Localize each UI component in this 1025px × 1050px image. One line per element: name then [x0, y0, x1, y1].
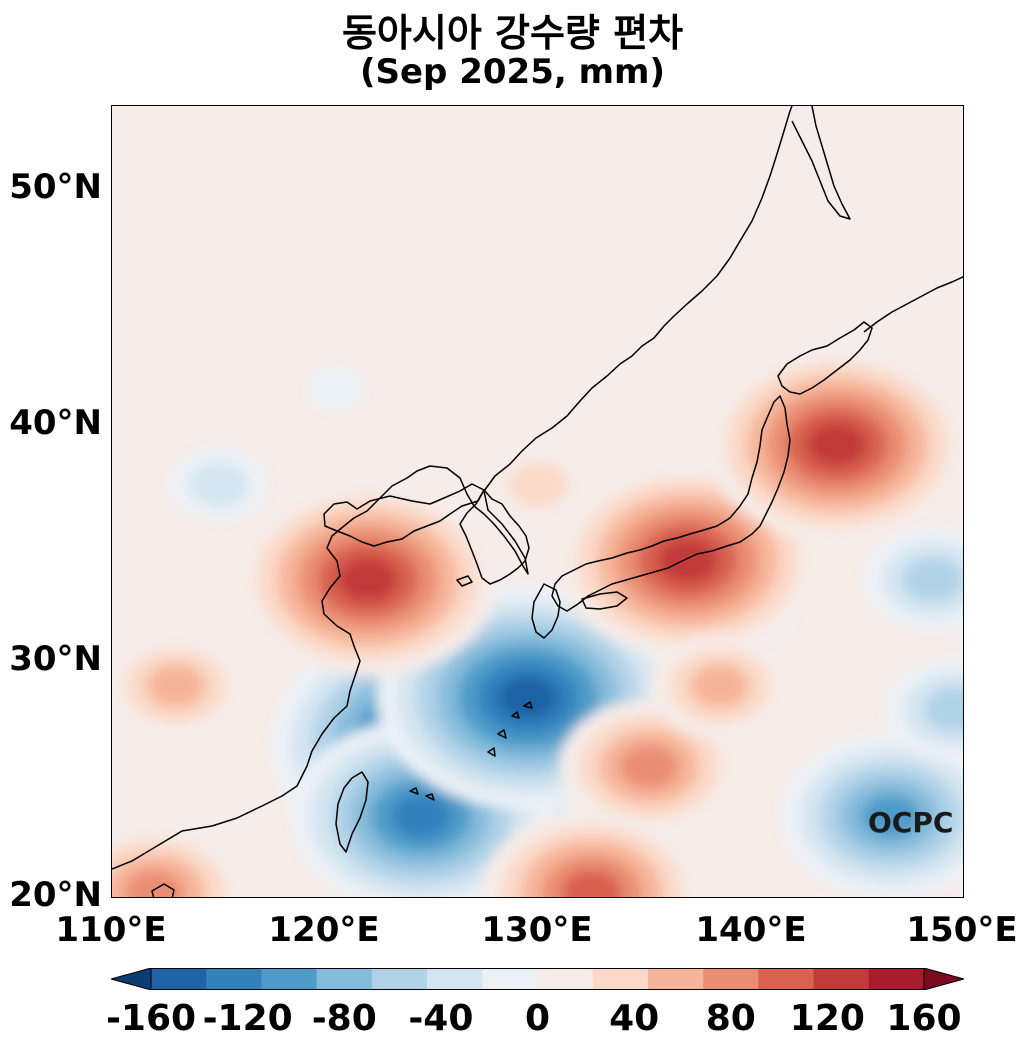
- colorbar: [111, 968, 964, 990]
- anomaly-contour-14-2: [508, 462, 569, 507]
- coastline-honshu: [551, 395, 791, 612]
- anomaly-contour-4-3: [903, 557, 963, 602]
- anomaly-contour-2-7: [498, 675, 558, 720]
- lat-label-50n: 50°N: [9, 167, 102, 207]
- coastline-shikoku: [581, 591, 628, 610]
- map-title: 동아시아 강수량 편차: [341, 11, 684, 55]
- anomaly-contour-3-5: [860, 794, 921, 839]
- coastline-sakhalin: [791, 106, 851, 220]
- colorbar-frame: [150, 968, 925, 990]
- lon-label-120e: 120°E: [268, 910, 380, 950]
- coastline-korea: [459, 489, 530, 585]
- anomaly-contour-16-2: [188, 462, 249, 507]
- lat-label-20n: 20°N: [9, 875, 102, 915]
- colorbar-segment-9: [647, 968, 704, 990]
- colorbar-tick-label: -80: [311, 998, 377, 1039]
- coastline-hokkaido: [777, 321, 873, 395]
- colorbar-segment-3: [316, 968, 373, 990]
- anomaly-contour-5-3: [924, 687, 963, 732]
- colorbar-segment-11: [758, 968, 815, 990]
- colorbar-segment-10: [703, 968, 759, 990]
- anomaly-contour-15-3: [690, 663, 750, 708]
- colorbar-tick-label: 0: [524, 998, 551, 1039]
- colorbar-tick-label: 40: [609, 998, 660, 1039]
- colorbar-extend-high: [923, 968, 964, 990]
- colorbar-segment-1: [206, 968, 262, 990]
- coastline-ryukyu: [409, 701, 533, 801]
- map-subtitle: (Sep 2025, mm): [359, 52, 666, 92]
- lat-label-30n: 30°N: [9, 639, 102, 679]
- map-panel: [111, 105, 964, 898]
- colorbar-tick-label: 80: [705, 998, 756, 1039]
- lon-label-140e: 140°E: [695, 910, 807, 950]
- ocpc-logo: OCPC: [868, 806, 954, 839]
- colorbar-segment-6: [482, 968, 538, 990]
- anomaly-contour-17-1: [306, 368, 366, 413]
- colorbar-extend-low: [111, 968, 152, 990]
- colorbar-tick-label: -40: [408, 998, 474, 1039]
- anomaly-contour-12-3: [146, 663, 206, 708]
- colorbar-segment-4: [371, 968, 428, 990]
- colorbar-segment-5: [427, 968, 483, 990]
- anomaly-contour-9-6: [807, 422, 867, 467]
- anomaly-contour-11-5: [562, 869, 622, 897]
- coastline-hainan: [151, 883, 175, 897]
- coastline-taiwan: [335, 771, 369, 853]
- colorbar-segment-0: [151, 968, 207, 990]
- anomaly-contour-10-4: [619, 744, 680, 789]
- colorbar-tick-label: -120: [202, 998, 293, 1039]
- colorbar-segment-7: [537, 968, 594, 990]
- lon-label-150e: 150°E: [906, 910, 1018, 950]
- precipitation-anomaly-map: [112, 106, 963, 897]
- colorbar-tick-label: 120: [789, 998, 865, 1039]
- colorbar-segment-2: [261, 968, 318, 990]
- colorbar-segment-8: [592, 968, 649, 990]
- anomaly-contour-8-6: [658, 538, 718, 583]
- coastline-kyushu: [531, 583, 561, 639]
- lon-label-110e: 110°E: [55, 910, 167, 950]
- lon-label-130e: 130°E: [481, 910, 593, 950]
- colorbar-tick-label: -160: [105, 998, 197, 1039]
- coastline-jeju: [456, 575, 473, 587]
- anomaly-contour-1-6: [391, 794, 451, 839]
- lat-label-40n: 40°N: [9, 403, 102, 443]
- coastline-bohai: [323, 483, 485, 547]
- anomaly-contour-7-6: [338, 557, 398, 602]
- anomaly-contour-13-4: [124, 869, 185, 897]
- colorbar-segment-12: [813, 968, 870, 990]
- coastline-kurils: [863, 276, 963, 333]
- colorbar-tick-label: 160: [886, 998, 962, 1039]
- colorbar-segment-13: [868, 968, 925, 990]
- coastline: [112, 106, 963, 897]
